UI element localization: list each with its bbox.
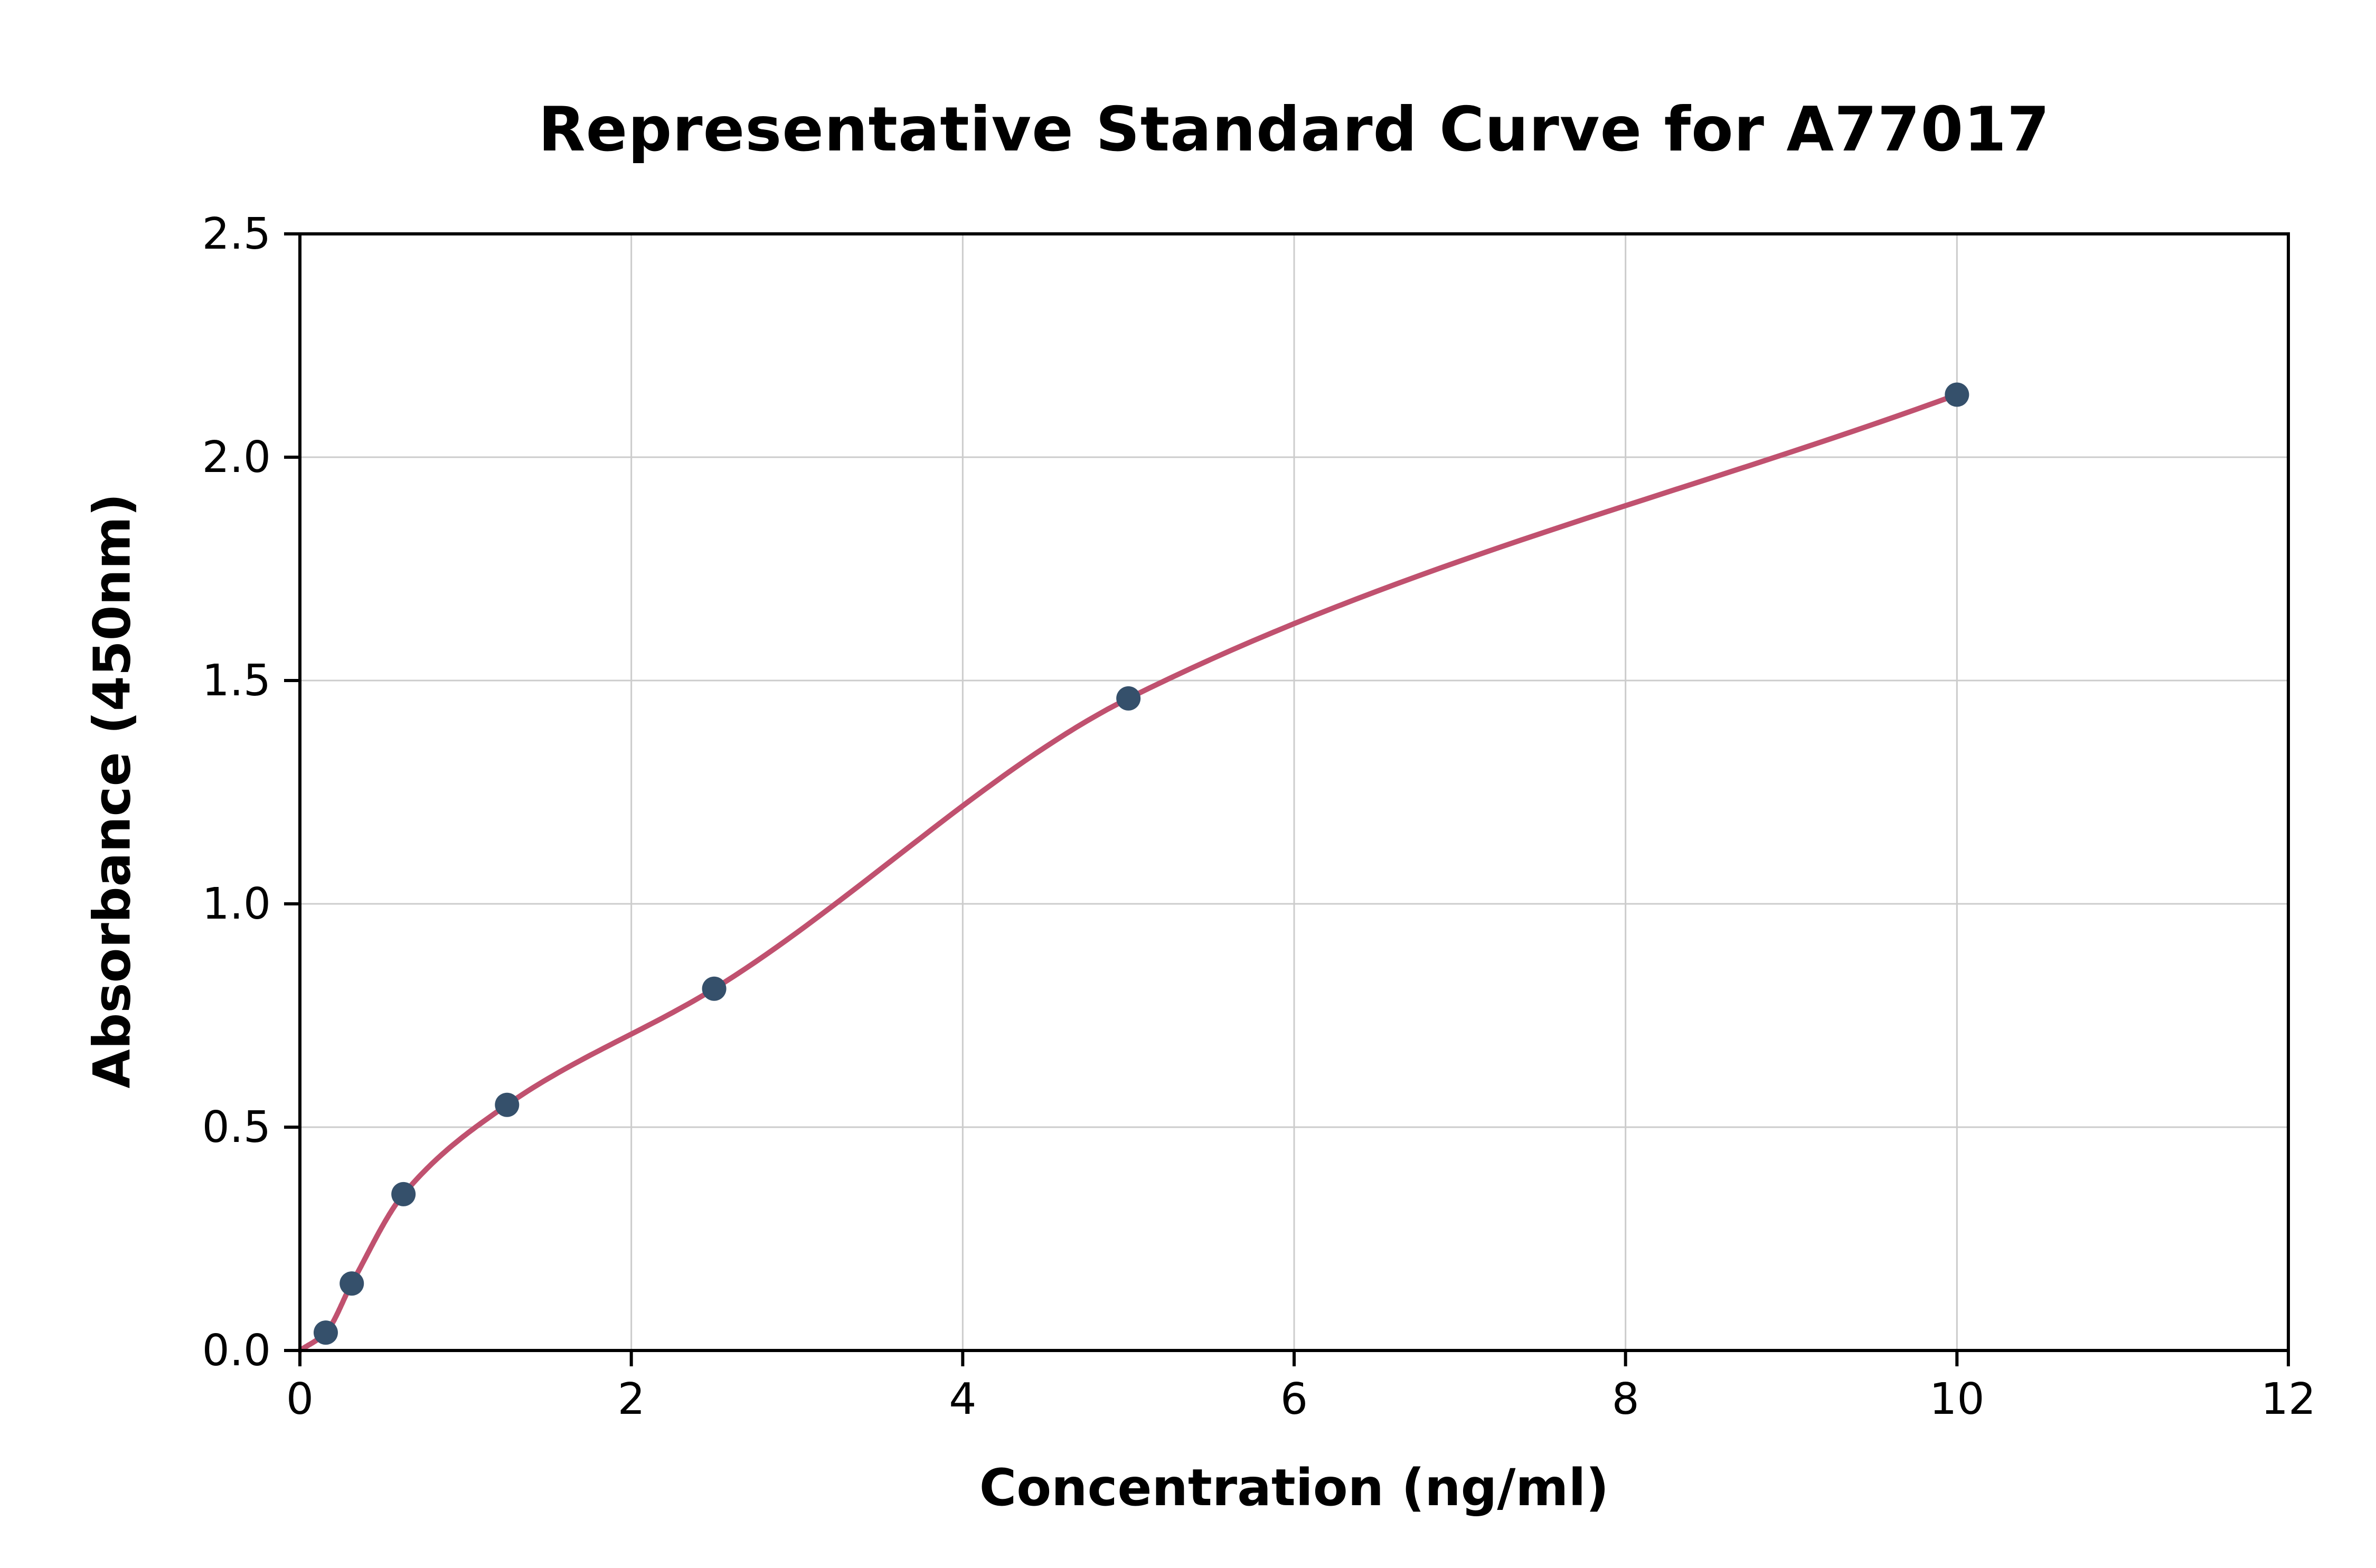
x-tick-label: 0: [286, 1374, 314, 1424]
data-point: [495, 1092, 520, 1117]
x-axis-label: Concentration (ng/ml): [979, 1458, 1609, 1517]
y-tick-label: 1.5: [202, 656, 271, 706]
y-axis-label: Absorbance (450nm): [82, 493, 142, 1089]
x-tick-label: 12: [2261, 1374, 2316, 1424]
x-tick-label: 10: [1929, 1374, 1984, 1424]
data-point: [1945, 382, 1969, 407]
data-point: [702, 976, 727, 1001]
data-point: [340, 1271, 364, 1296]
plot-border: [298, 232, 2290, 1352]
y-tick-label: 0.5: [202, 1102, 271, 1153]
y-tick-label: 2.0: [202, 432, 271, 483]
y-tick-label: 0.0: [202, 1326, 271, 1376]
x-tick-label: 4: [949, 1374, 976, 1424]
x-tick-label: 2: [618, 1374, 645, 1424]
y-tick-label: 2.5: [202, 209, 271, 259]
data-point: [313, 1320, 338, 1345]
x-tick-label: 8: [1612, 1374, 1639, 1424]
fit-curve: [297, 392, 1960, 1353]
chart-title: Representative Standard Curve for A77017: [538, 94, 2050, 165]
data-point: [1116, 686, 1141, 711]
y-tick-label: 1.0: [202, 879, 271, 929]
data-point: [391, 1182, 416, 1206]
x-tick-label: 6: [1280, 1374, 1308, 1424]
